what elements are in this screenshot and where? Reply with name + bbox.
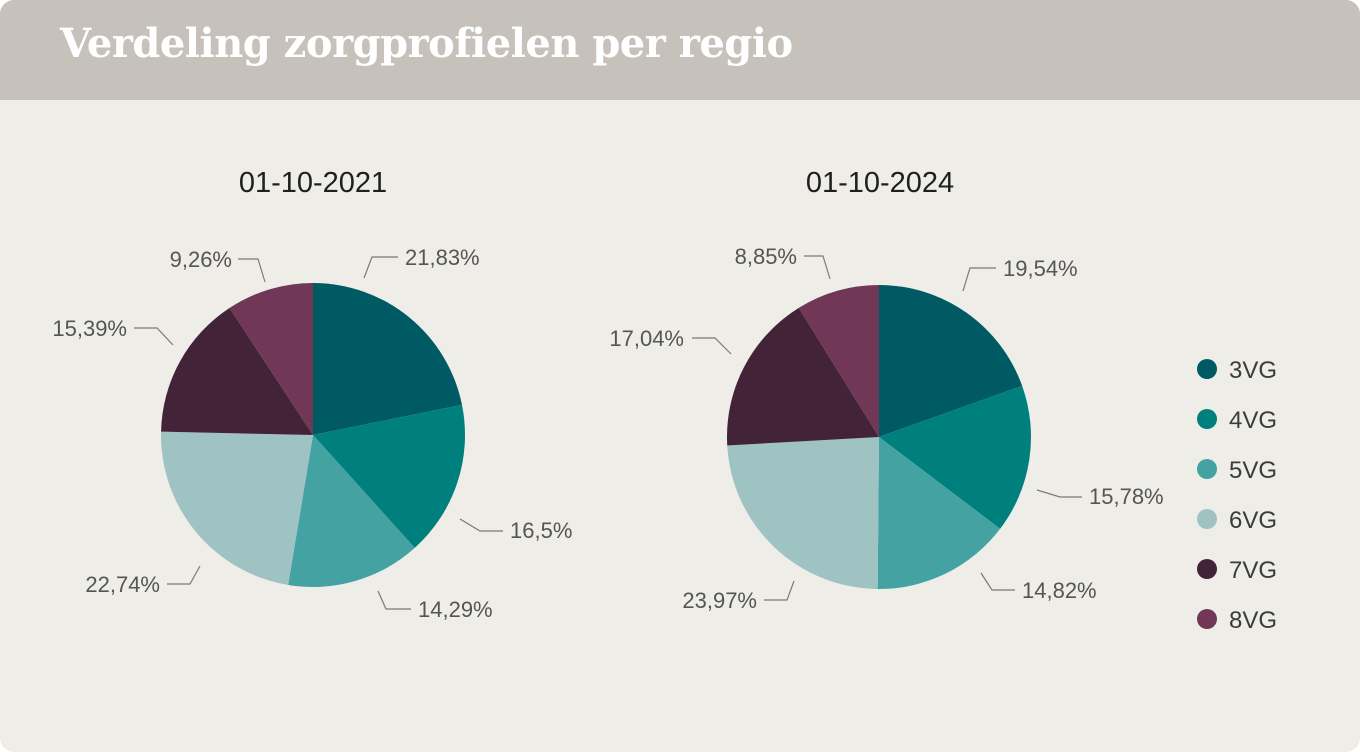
legend-marker — [1197, 409, 1217, 429]
legend-label: 7VG — [1229, 557, 1277, 584]
pie-slice-6vg — [727, 437, 879, 589]
legend-item-7vg: 7VG — [1197, 557, 1277, 584]
page-title: Verdeling zorgprofielen per regio — [60, 20, 793, 67]
legend: 3VG 4VG 5VG 6VG 7VG 8VG — [1197, 357, 1277, 634]
data-label-8vg: 9,26% — [170, 247, 232, 272]
leader-line-5vg — [377, 590, 411, 610]
legend-marker — [1197, 559, 1217, 579]
pie-slice-5vg — [288, 435, 415, 587]
legend-label: 4VG — [1229, 407, 1277, 434]
legend-item-3vg: 3VG — [1197, 357, 1277, 384]
header-bar: Verdeling zorgprofielen per regio — [0, 0, 1360, 100]
chart-title-2024: 01-10-2024 — [806, 167, 954, 199]
pie-slices-2021 — [161, 283, 465, 587]
data-label-3vg: 21,83% — [405, 245, 480, 270]
pie-slice-8vg — [229, 283, 313, 435]
pie-slices-2024 — [727, 285, 1031, 589]
pie-chart-2024: 01-10-2024 19,54% 15,78% 14,82% 23,97% 17,04… — [609, 167, 1163, 613]
pie-slice-7vg — [161, 308, 313, 435]
pie-slice-6vg — [161, 431, 313, 585]
pie-labels-2021: 21,83% 16,5% 14,29% 22,74% 15,39% 9,26% — [52, 245, 572, 622]
pie-slice-8vg — [798, 285, 879, 437]
leader-line-3vg — [363, 256, 398, 279]
data-label-8vg: 8,85% — [735, 244, 797, 269]
pie-slice-4vg — [879, 385, 1031, 529]
leader-line-3vg — [962, 267, 996, 292]
leader-line-7vg — [134, 327, 174, 346]
pie-slice-4vg — [313, 404, 465, 548]
legend-label: 6VG — [1229, 507, 1277, 534]
data-label-7vg: 17,04% — [609, 326, 684, 351]
legend-marker — [1197, 359, 1217, 379]
legend-label: 8VG — [1229, 607, 1277, 634]
data-label-5vg: 14,82% — [1022, 578, 1097, 603]
data-label-6vg: 22,74% — [85, 572, 160, 597]
legend-marker — [1197, 609, 1217, 629]
data-label-7vg: 15,39% — [52, 316, 127, 341]
legend-item-5vg: 5VG — [1197, 457, 1277, 484]
leader-line-5vg — [980, 572, 1015, 591]
leader-line-7vg — [692, 337, 732, 355]
data-label-4vg: 16,5% — [510, 518, 572, 543]
legend-label: 5VG — [1229, 457, 1277, 484]
legend-marker — [1197, 509, 1217, 529]
pie-slice-3vg — [879, 285, 1023, 437]
legend-label: 3VG — [1229, 357, 1277, 384]
legend-item-4vg: 4VG — [1197, 407, 1277, 434]
leader-line-4vg — [1036, 489, 1082, 498]
leader-line-8vg — [238, 258, 266, 283]
legend-item-6vg: 6VG — [1197, 507, 1277, 534]
leader-line-8vg — [804, 255, 831, 280]
data-label-4vg: 15,78% — [1089, 484, 1164, 509]
legend-marker — [1197, 459, 1217, 479]
pie-labels-2024: 19,54% 15,78% 14,82% 23,97% 17,04% 8,85% — [609, 244, 1163, 613]
pie-slice-5vg — [877, 437, 1001, 589]
leader-line-4vg — [459, 518, 503, 532]
chart-title-2021: 01-10-2021 — [239, 167, 387, 199]
leader-line-6vg — [764, 580, 795, 601]
leader-line-6vg — [167, 565, 201, 585]
data-label-3vg: 19,54% — [1003, 256, 1078, 281]
legend-item-8vg: 8VG — [1197, 607, 1277, 634]
pie-slice-3vg — [313, 283, 462, 435]
data-label-5vg: 14,29% — [418, 597, 493, 622]
pie-slice-7vg — [727, 307, 879, 446]
pie-chart-2021: 01-10-2021 21,83% 16,5% 14,29% 22,74% 15,39%… — [52, 167, 572, 622]
data-label-6vg: 23,97% — [682, 588, 757, 613]
